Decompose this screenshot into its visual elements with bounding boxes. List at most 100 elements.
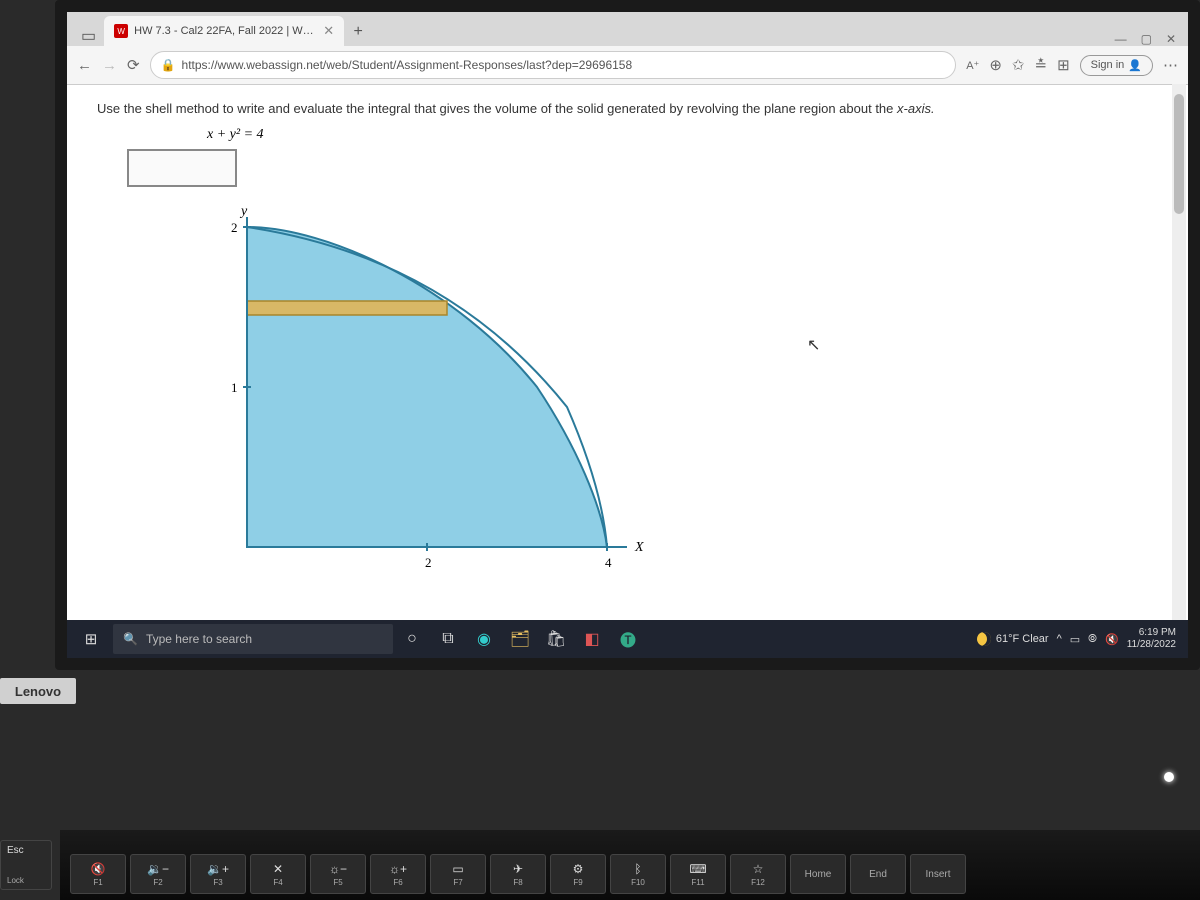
key-f3[interactable]: 🔉+F3 xyxy=(190,854,246,894)
key-f5[interactable]: ☼−F5 xyxy=(310,854,366,894)
sign-in-button[interactable]: Sign in 👤 xyxy=(1080,55,1153,76)
x-tick-label-4: 4 xyxy=(605,555,612,570)
key-f7[interactable]: ▭F7 xyxy=(430,854,486,894)
battery-icon[interactable]: ▭ xyxy=(1070,633,1080,646)
edge-icon[interactable]: ◉ xyxy=(467,622,501,656)
bright-up-icon: ☼+ xyxy=(389,862,407,876)
key-esc[interactable]: Esc Lock xyxy=(0,840,52,890)
camera-led xyxy=(1164,772,1174,782)
lenovo-badge: Lenovo xyxy=(0,678,76,704)
project-icon: ▭ xyxy=(452,862,463,876)
key-f10[interactable]: ᛒF10 xyxy=(610,854,666,894)
collections-icon[interactable]: ⊞ xyxy=(1057,56,1070,74)
equation: x + y² = 4 xyxy=(207,127,1158,143)
back-button[interactable]: ← xyxy=(77,57,92,74)
more-icon[interactable]: ⋯ xyxy=(1163,56,1178,74)
mic-off-icon: ✕ xyxy=(273,862,283,876)
cortana-icon[interactable]: ○ xyxy=(395,622,429,656)
favorite-icon[interactable]: ✩ xyxy=(1012,56,1025,74)
clock[interactable]: 6:19 PM 11/28/2022 xyxy=(1127,627,1176,651)
y-axis-label: y xyxy=(239,207,248,219)
new-tab-button[interactable]: + xyxy=(344,18,372,46)
key-lock-label: Lock xyxy=(7,876,24,885)
bright-down-icon: ☼− xyxy=(329,862,347,876)
shell-band xyxy=(247,301,447,315)
refresh-button[interactable]: ⟳ xyxy=(127,56,140,74)
keyboard-icon: ⌨ xyxy=(689,862,706,876)
key-esc-label: Esc xyxy=(7,845,24,856)
url-text: https://www.webassign.net/web/Student/As… xyxy=(182,58,633,72)
app-icon-2[interactable]: 🅣 xyxy=(611,622,645,656)
key-f12[interactable]: ☆F12 xyxy=(730,854,786,894)
lock-icon: 🔒 xyxy=(161,58,176,72)
date-text: 11/28/2022 xyxy=(1127,639,1176,651)
weather-text: 61°F Clear xyxy=(996,633,1049,645)
system-tray: 61°F Clear ^ ▭ ⦾ 🔇 6:19 PM 11/28/2022 xyxy=(977,627,1184,651)
key-end[interactable]: End xyxy=(850,854,906,894)
windows-taskbar: ⊞ 🔍 Type here to search ○ ⧉ ◉ 🗂 🛍 ◧ 🅣 61… xyxy=(67,620,1188,658)
nav-bar: ← → ⟳ 🔒 https://www.webassign.net/web/St… xyxy=(67,46,1188,84)
problem-axis-italic: x-axis. xyxy=(897,101,935,116)
read-aloud-icon[interactable]: A⁺ xyxy=(966,59,979,72)
tray-chevron-icon[interactable]: ^ xyxy=(1057,633,1062,645)
moon-icon xyxy=(977,632,991,646)
page-content: Use the shell method to write and evalua… xyxy=(67,85,1188,620)
keyboard-fn-row: 🔇F1 🔉−F2 🔉+F3 ✕F4 ☼−F5 ☼+F6 ▭F7 ✈F8 ⚙F9 … xyxy=(60,830,1200,900)
start-button[interactable]: ⊞ xyxy=(71,620,111,658)
key-home[interactable]: Home xyxy=(790,854,846,894)
maximize-button[interactable]: ▢ xyxy=(1141,32,1152,46)
search-icon: 🔍 xyxy=(123,632,138,646)
task-view-icon[interactable]: ⧉ xyxy=(431,622,465,656)
wifi-icon[interactable]: ⦾ xyxy=(1088,633,1097,646)
vol-up-icon: 🔉+ xyxy=(207,862,229,876)
zoom-icon[interactable]: ⊕ xyxy=(989,56,1002,74)
favorites-list-icon[interactable]: ≛ xyxy=(1035,56,1048,74)
browser-chrome: ▭ W HW 7.3 - Cal2 22FA, Fall 2022 | W… ✕… xyxy=(67,12,1188,85)
y-tick-label-2: 2 xyxy=(231,220,238,235)
minimize-button[interactable]: — xyxy=(1115,32,1127,46)
forward-button[interactable]: → xyxy=(102,57,117,74)
volume-icon[interactable]: 🔇 xyxy=(1105,633,1119,646)
key-f9[interactable]: ⚙F9 xyxy=(550,854,606,894)
screen: ▭ W HW 7.3 - Cal2 22FA, Fall 2022 | W… ✕… xyxy=(67,12,1188,658)
weather-widget[interactable]: 61°F Clear xyxy=(977,632,1049,646)
key-f11[interactable]: ⌨F11 xyxy=(670,854,726,894)
app-icon-1[interactable]: ◧ xyxy=(575,622,609,656)
cursor-icon: ↖ xyxy=(807,335,820,355)
tab-actions-icon[interactable]: ▭ xyxy=(73,26,104,46)
tab-strip: ▭ W HW 7.3 - Cal2 22FA, Fall 2022 | W… ✕… xyxy=(67,12,1188,46)
vol-down-icon: 🔉− xyxy=(147,862,169,876)
taskbar-search[interactable]: 🔍 Type here to search xyxy=(113,624,393,654)
tab-favicon: W xyxy=(114,24,128,38)
store-icon[interactable]: 🛍 xyxy=(539,622,573,656)
answer-input[interactable] xyxy=(127,149,237,187)
problem-text-main: Use the shell method to write and evalua… xyxy=(97,101,897,116)
chart-region-fill xyxy=(247,227,607,547)
vertical-scrollbar[interactable] xyxy=(1172,84,1186,620)
region-chart: 2 4 1 2 y X xyxy=(207,207,1158,587)
gear-icon: ⚙ xyxy=(573,862,584,876)
key-f4[interactable]: ✕F4 xyxy=(250,854,306,894)
tab-title: HW 7.3 - Cal2 22FA, Fall 2022 | W… xyxy=(134,25,317,37)
problem-statement: Use the shell method to write and evalua… xyxy=(97,101,1158,117)
user-icon: 👤 xyxy=(1128,59,1142,72)
key-f2[interactable]: 🔉−F2 xyxy=(130,854,186,894)
key-insert[interactable]: Insert xyxy=(910,854,966,894)
close-window-button[interactable]: ✕ xyxy=(1166,32,1176,46)
chart-svg: 2 4 1 2 y X xyxy=(207,207,657,587)
search-placeholder: Type here to search xyxy=(146,632,252,646)
airplane-icon: ✈ xyxy=(513,862,523,876)
scrollbar-thumb[interactable] xyxy=(1174,94,1184,214)
key-f6[interactable]: ☼+F6 xyxy=(370,854,426,894)
laptop-bezel: ▭ W HW 7.3 - Cal2 22FA, Fall 2022 | W… ✕… xyxy=(55,0,1200,670)
file-explorer-icon[interactable]: 🗂 xyxy=(503,622,537,656)
key-f1[interactable]: 🔇F1 xyxy=(70,854,126,894)
close-tab-icon[interactable]: ✕ xyxy=(323,23,334,39)
bluetooth-icon: ᛒ xyxy=(634,862,641,876)
window-controls: — ▢ ✕ xyxy=(1103,32,1188,46)
address-bar[interactable]: 🔒 https://www.webassign.net/web/Student/… xyxy=(150,51,957,79)
browser-tab[interactable]: W HW 7.3 - Cal2 22FA, Fall 2022 | W… ✕ xyxy=(104,16,344,46)
key-f8[interactable]: ✈F8 xyxy=(490,854,546,894)
sign-in-label: Sign in xyxy=(1091,59,1125,71)
mute-mic-icon: 🔇 xyxy=(91,862,106,876)
